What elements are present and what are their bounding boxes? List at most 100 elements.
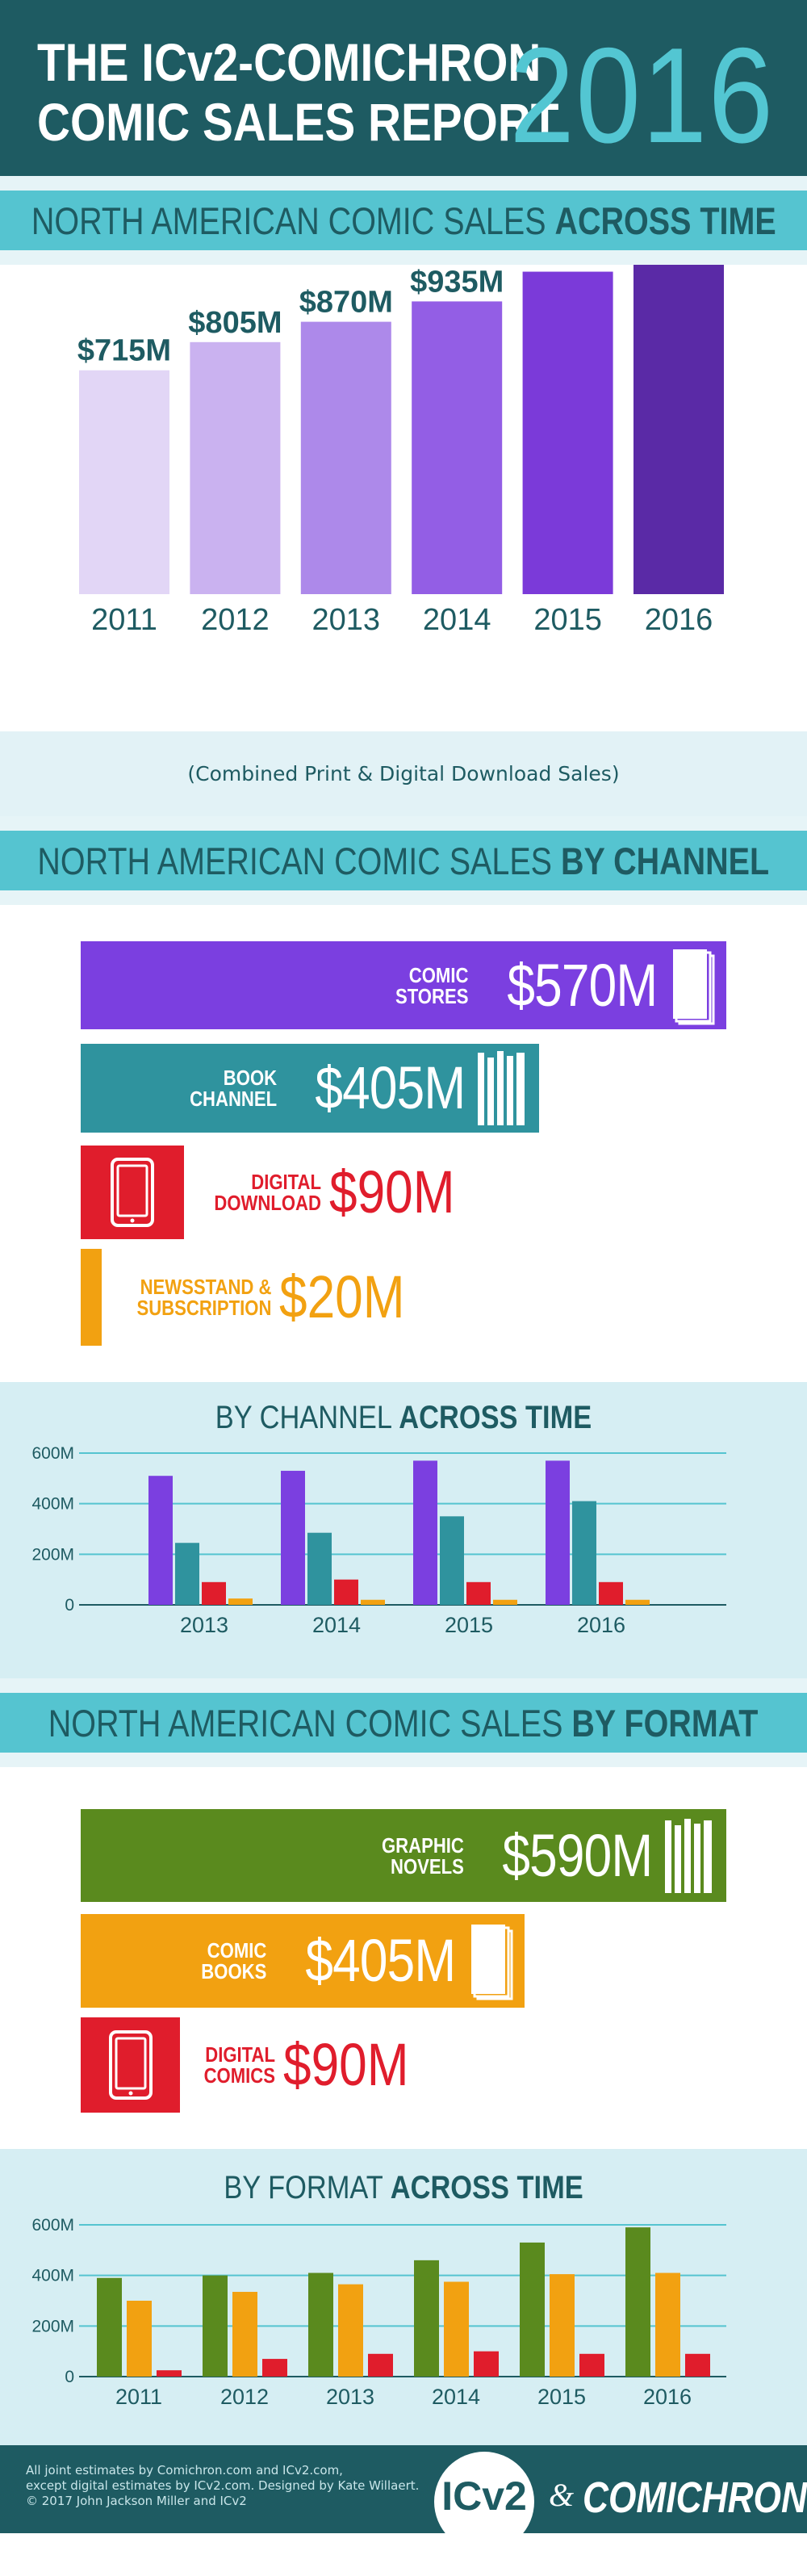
bar-2014	[412, 301, 503, 594]
format-across-time: BY FORMAT ACROSS TIME 0 200M 400M 600M 2011 2…	[0, 2149, 807, 2445]
format-bar-comic-books: COMIC BOOKS $405M	[81, 1914, 525, 2008]
bar-2012-s2	[262, 2359, 287, 2377]
bar-2015-s2	[579, 2353, 604, 2377]
bar-2011-s1	[127, 2301, 152, 2377]
sub-title-channel: BY CHANNEL ACROSS TIME	[215, 1400, 592, 1435]
channel-bar-comic-stores: COMIC STORES $570M	[81, 941, 726, 1029]
bar-2014-s1	[307, 1532, 332, 1605]
y-tick-label: 600M	[31, 2218, 74, 2235]
bar-2013	[300, 321, 391, 594]
ampersand: &	[549, 2477, 575, 2513]
bar-2012	[190, 341, 281, 594]
report-year: 2016	[509, 19, 775, 171]
format-time-chart: 0 200M 400M 600M 2011 2012 2013 2014 2015 2016	[31, 2218, 726, 2409]
bar-value: $590M	[502, 1821, 653, 1889]
bar-2015-s3	[493, 1599, 517, 1605]
format-bars: GRAPHIC NOVELS $590M COMIC BOOKS $405M DIG…	[0, 1767, 807, 2149]
section-title-channel: NORTH AMERICAN COMIC SALES BY CHANNEL	[37, 839, 770, 882]
bar-value-label: $870M	[299, 286, 393, 320]
bar-value: $405M	[315, 1054, 466, 1121]
y-tick-label: 400M	[31, 1495, 74, 1514]
bar-2013-s1	[175, 1543, 199, 1605]
bar-2016-s2	[599, 1581, 623, 1605]
bar-2014-s0	[414, 2260, 439, 2377]
bookshelf-icon	[665, 1818, 712, 1893]
x-tick-label: 2015	[537, 2385, 586, 2409]
channel-across-time: BY CHANNEL ACROSS TIME 0 200M 400M 600M 2013…	[0, 1382, 807, 1678]
channel-swatch-digital	[81, 1146, 184, 1239]
tablet-icon	[108, 2030, 153, 2100]
bar-value: $90M	[328, 1158, 455, 1225]
x-tick-label: 2014	[432, 2385, 480, 2409]
x-tick-label: 2014	[312, 1613, 361, 1637]
section-title-time: NORTH AMERICAN COMIC SALES ACROSS TIME	[31, 199, 776, 242]
bar-2015-s1	[550, 2274, 575, 2377]
bar-2013-s1	[338, 2284, 363, 2377]
bar-label: DIGITAL COMICS	[203, 2042, 275, 2088]
bar-2013-s2	[368, 2353, 393, 2377]
section-banner-channel: NORTH AMERICAN COMIC SALES BY CHANNEL	[0, 816, 807, 905]
sales-time-chart: $715M 2011 $805M 2012 $870M 2013 $935M 2014 $1.0…	[77, 265, 724, 637]
format-bar-graphic-novels: GRAPHIC NOVELS $590M	[81, 1809, 726, 1902]
section-banner-format: NORTH AMERICAN COMIC SALES BY FORMAT	[0, 1678, 807, 1767]
bar-2016	[633, 265, 724, 594]
bar-2013-s3	[228, 1598, 253, 1605]
bar-label: NEWSSTAND & SUBSCRIPTION	[136, 1275, 272, 1320]
x-tick-label: 2013	[326, 2385, 374, 2409]
sales-across-time: $715M 2011 $805M 2012 $870M 2013 $935M 2014 $1.0…	[0, 265, 807, 731]
bar-2015-s2	[466, 1581, 491, 1605]
bar-2016-s1	[572, 1501, 596, 1605]
bar-2012-s1	[232, 2292, 257, 2377]
bar-2011	[79, 370, 169, 594]
bar-2016-s2	[685, 2353, 710, 2377]
channel-bars: COMIC STORES $570M BOOK CHANNEL $405M DIGI…	[0, 905, 807, 1382]
bar-value-label: $935M	[410, 265, 504, 299]
channel-bar-newsstand: NEWSSTAND & SUBSCRIPTION $20M	[81, 1249, 429, 1346]
bar-2015-s0	[413, 1460, 437, 1605]
x-tick-label: 2011	[115, 2385, 162, 2409]
bar-label: DIGITAL DOWNLOAD	[214, 1170, 321, 1215]
year-tick-label: 2014	[423, 603, 491, 637]
tablet-icon	[111, 1158, 154, 1227]
bar-value: $20M	[279, 1263, 405, 1330]
bar-2014-s0	[281, 1470, 305, 1605]
year-tick-label: 2015	[533, 603, 602, 637]
bar-2012-s0	[203, 2275, 228, 2377]
credits: All joint estimates by Comichron.com and…	[26, 2463, 420, 2508]
comic-book-icon	[673, 949, 715, 1024]
y-tick-label: 600M	[31, 1447, 74, 1463]
section-title-format: NORTH AMERICAN COMIC SALES BY FORMAT	[48, 1701, 759, 1745]
channel-time-chart: 0 200M 400M 600M 2013 2014 2015 2016	[31, 1447, 726, 1637]
y-tick-label: 0	[65, 1596, 74, 1615]
year-tick-label: 2011	[91, 603, 157, 637]
bookshelf-icon	[478, 1051, 525, 1125]
format-swatch-digital	[81, 2017, 180, 2113]
y-tick-label: 400M	[31, 2267, 74, 2285]
bar-2014-s1	[444, 2281, 469, 2377]
bar-2014-s3	[361, 1599, 385, 1605]
year-tick-label: 2012	[201, 603, 270, 637]
x-tick-label: 2016	[643, 2385, 692, 2409]
x-tick-label: 2016	[577, 1613, 625, 1637]
bar-2013-s2	[202, 1581, 226, 1605]
channel-swatch-newsstand	[81, 1249, 102, 1346]
bar-value-label: $715M	[77, 334, 171, 368]
title-line-2: COMIC SALES REPORT	[37, 92, 559, 152]
bar-label: GRAPHIC NOVELS	[381, 1833, 464, 1879]
footer: All joint estimates by Comichron.com and…	[0, 2445, 807, 2552]
y-tick-label: 0	[65, 2368, 74, 2386]
comic-book-icon	[471, 1925, 513, 2000]
bar-2011-s2	[157, 2370, 182, 2377]
header: THE ICv2-COMICHRON COMIC SALES REPORT 20…	[0, 0, 807, 176]
format-bar-digital-comics: DIGITAL COMICS $90M	[81, 2017, 433, 2113]
bar-label: COMIC BOOKS	[201, 1938, 267, 1983]
y-tick-label: 200M	[31, 2317, 74, 2335]
bar-2016-s3	[625, 1599, 650, 1605]
x-tick-label: 2012	[220, 2385, 269, 2409]
year-tick-label: 2013	[312, 603, 381, 637]
bar-value-label: $1.03B	[518, 265, 617, 270]
x-tick-label: 2013	[180, 1613, 228, 1637]
x-tick-label: 2015	[445, 1613, 493, 1637]
bar-2016-s0	[625, 2227, 650, 2377]
bar-2011-s0	[97, 2277, 122, 2377]
